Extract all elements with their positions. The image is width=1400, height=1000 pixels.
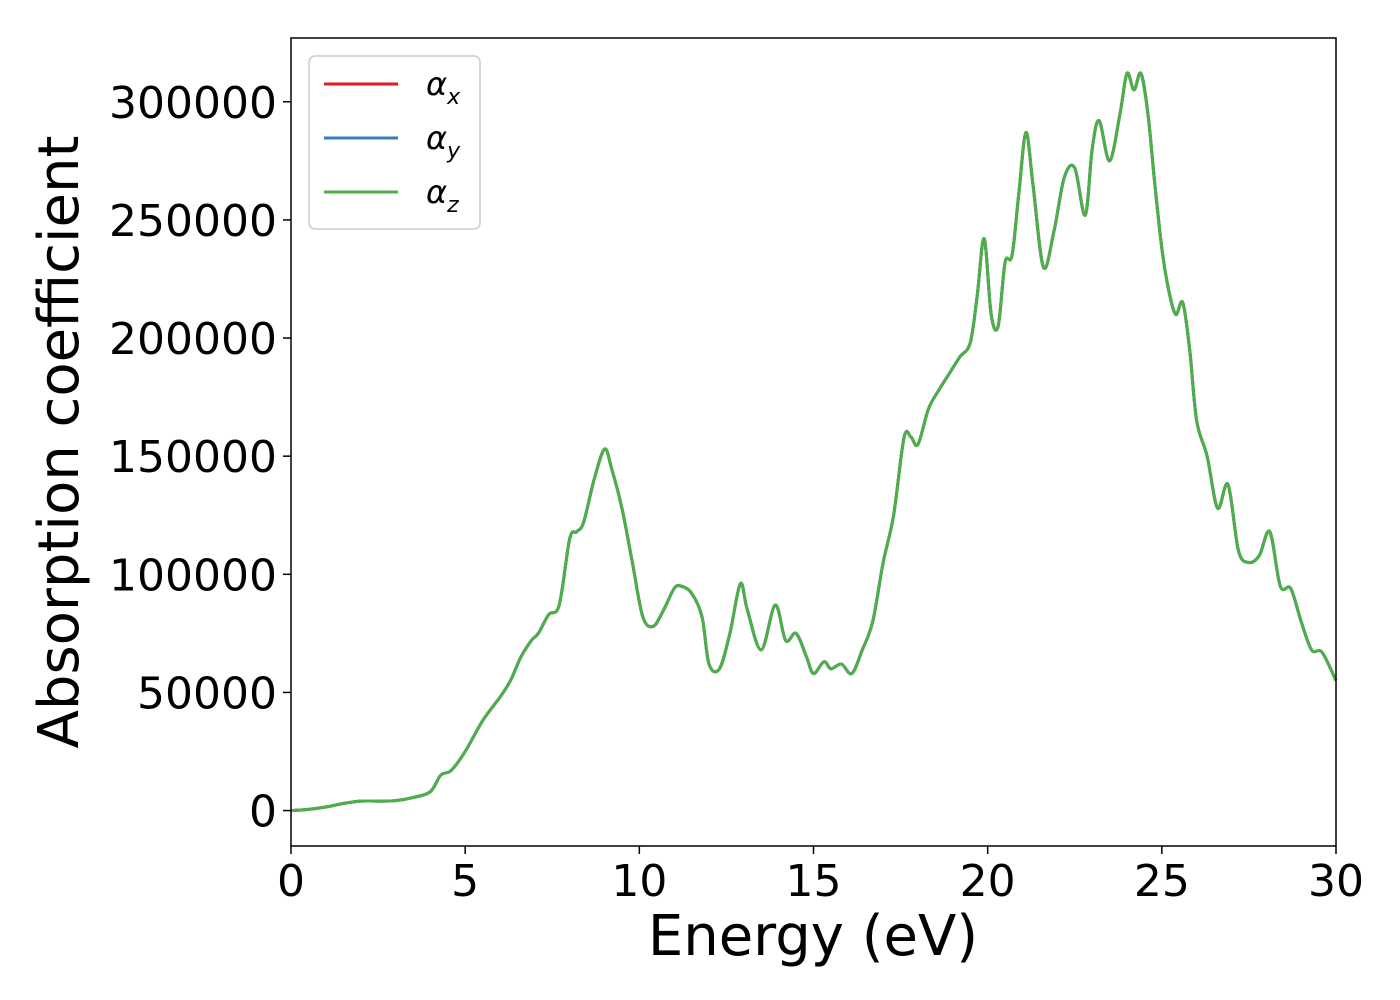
y-tick-label: 300000 — [109, 78, 277, 129]
y-tick-label: 150000 — [109, 432, 277, 483]
x-axis-label: Energy (eV) — [648, 904, 978, 969]
y-tick-label: 50000 — [137, 668, 277, 719]
legend-frame — [308, 55, 481, 230]
y-axis: 0 50000 100000 150000 200000 250000 300000 — [109, 78, 291, 838]
x-tick-label: 20 — [960, 856, 1016, 907]
x-tick-label: 5 — [451, 856, 479, 907]
x-tick-label: 15 — [786, 856, 842, 907]
y-tick-label: 250000 — [109, 196, 277, 247]
x-tick-label: 0 — [277, 856, 305, 907]
y-axis-label: Absorption coefficient — [27, 136, 92, 749]
x-axis: 0 5 10 15 20 25 30 — [277, 846, 1364, 907]
x-tick-label: 30 — [1308, 856, 1364, 907]
series-layer — [290, 71, 1338, 813]
y-tick-label: 200000 — [109, 314, 277, 365]
x-tick-label: 25 — [1134, 856, 1190, 907]
y-tick-label: 0 — [249, 787, 277, 838]
x-tick-label: 10 — [611, 856, 667, 907]
series-line-3 — [290, 71, 1338, 813]
legend-subscript: x — [446, 85, 461, 110]
legend-subscript: z — [446, 193, 459, 218]
y-tick-label: 100000 — [109, 550, 277, 601]
legend-subscript: y — [446, 139, 461, 164]
